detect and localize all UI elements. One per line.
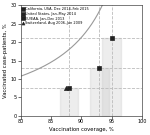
X-axis label: Vaccination coverage, %: Vaccination coverage, % — [49, 126, 114, 131]
Legend: California, USA, Dec 2014–Feb 2015, United States, Jan–May 2014, EU/EAA, Jan–Dec: California, USA, Dec 2014–Feb 2015, Unit… — [22, 6, 89, 26]
Y-axis label: Vaccinated case-patients, %: Vaccinated case-patients, % — [3, 23, 8, 98]
